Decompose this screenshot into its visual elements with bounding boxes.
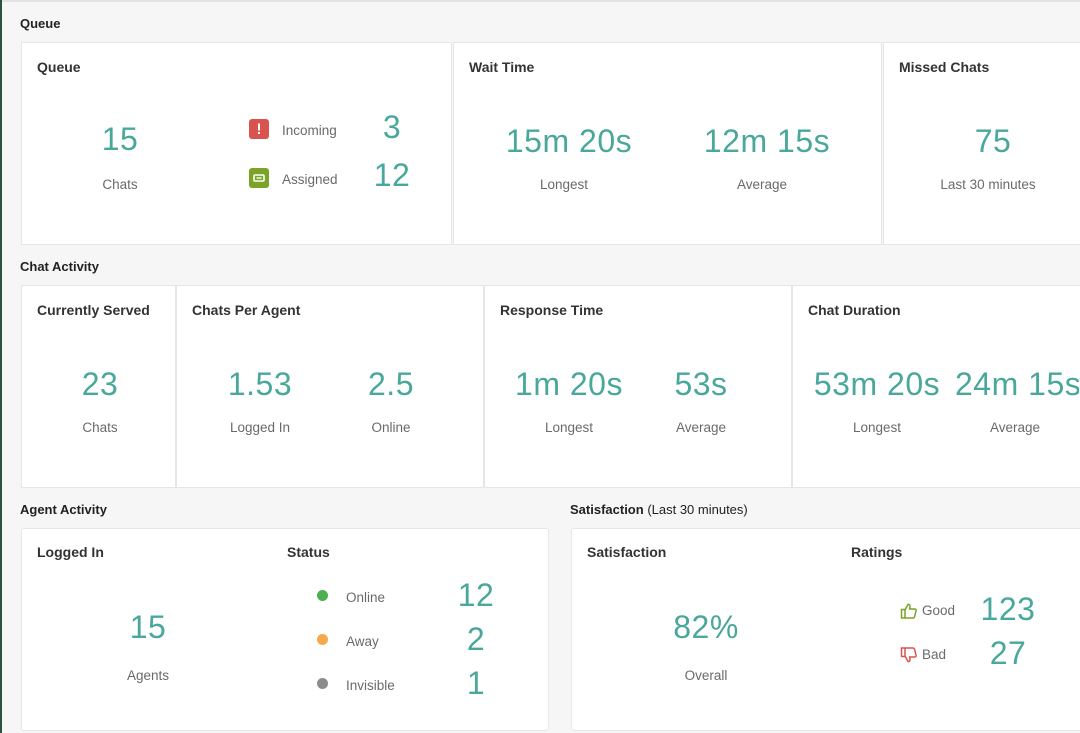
wait-longest-value: 15m 20s: [505, 123, 633, 159]
status-online-label: Online: [346, 590, 386, 605]
status-away-value: 2: [466, 621, 486, 657]
missed-chats-card-title: Missed Chats: [899, 59, 990, 75]
satisfaction-overall-label: Overall: [684, 668, 728, 683]
wait-time-card-title: Wait Time: [469, 59, 535, 75]
duration-average-label: Average: [989, 420, 1041, 435]
response-longest-label: Longest: [544, 420, 594, 435]
missed-chats-label: Last 30 minutes: [940, 177, 1036, 192]
logged-in-agents-label: Agents: [126, 668, 170, 683]
agent-activity-card: Logged In 15 Agents Status Online 12 Awa…: [21, 528, 549, 731]
chats-per-agent-logged-in-value: 1.53: [227, 366, 293, 402]
chats-per-agent-online-label: Online: [371, 420, 411, 435]
rating-bad-label: Bad: [922, 647, 947, 662]
assigned-value: 12: [373, 157, 411, 193]
chats-per-agent-online-value: 2.5: [368, 366, 414, 402]
thumbs-down-icon: [900, 646, 918, 669]
currently-served-title: Currently Served: [37, 302, 150, 318]
chats-per-agent-card: Chats Per Agent 1.53 Logged In 2.5 Onlin…: [176, 285, 484, 488]
response-average-label: Average: [675, 420, 727, 435]
ratings-title: Ratings: [851, 544, 903, 560]
queue-chats-label: Chats: [102, 177, 138, 192]
rating-good-label: Good: [922, 603, 956, 618]
satisfaction-card-title: Satisfaction: [587, 544, 667, 560]
rating-bad-value: 27: [989, 635, 1027, 671]
wait-average-value: 12m 15s: [703, 123, 831, 159]
satisfaction-section-title-suffix: (Last 30 minutes): [647, 502, 748, 517]
thumbs-up-icon: [900, 602, 918, 625]
chat-duration-card: Chat Duration 53m 20s Longest 24m 15s Av…: [792, 285, 1080, 488]
response-longest-value: 1m 20s: [515, 366, 623, 402]
status-invisible-value: 1: [466, 665, 486, 701]
chat-activity-section-title: Chat Activity: [20, 259, 99, 274]
wait-average-label: Average: [736, 177, 788, 192]
queue-card-title: Queue: [37, 59, 81, 75]
top-border: [2, 0, 1080, 2]
queue-section-title: Queue: [20, 16, 61, 31]
satisfaction-section-title: Satisfaction (Last 30 minutes): [570, 502, 748, 517]
status-away-label: Away: [346, 634, 379, 649]
response-time-title: Response Time: [500, 302, 604, 318]
missed-chats-value: 75: [974, 123, 1012, 159]
status-online-value: 12: [457, 577, 495, 613]
assigned-label: Assigned: [282, 172, 338, 187]
queue-card: Queue 15 Chats Incoming 3 Assigned 12: [21, 42, 452, 245]
response-time-card: Response Time 1m 20s Longest 53s Average: [484, 285, 792, 488]
wait-longest-label: Longest: [539, 177, 589, 192]
incoming-value: 3: [382, 109, 402, 145]
online-status-dot-icon: [317, 590, 328, 601]
status-invisible-label: Invisible: [346, 678, 395, 693]
satisfaction-card: Satisfaction 82% Overall Ratings Good 12…: [571, 528, 1080, 731]
currently-served-card: Currently Served 23 Chats: [21, 285, 176, 488]
alert-icon: [249, 119, 269, 139]
satisfaction-overall-value: 82%: [673, 609, 739, 645]
incoming-label: Incoming: [282, 123, 337, 138]
logged-in-agents-value: 15: [129, 609, 167, 645]
duration-average-value: 24m 15s: [955, 366, 1079, 402]
chats-per-agent-title: Chats Per Agent: [192, 302, 301, 318]
agent-activity-section-title: Agent Activity: [20, 502, 107, 517]
logged-in-title: Logged In: [37, 544, 104, 560]
rating-good-value: 123: [980, 591, 1036, 627]
status-title: Status: [287, 544, 330, 560]
currently-served-value: 23: [81, 366, 119, 402]
queue-chats-value: 15: [101, 121, 139, 157]
duration-longest-label: Longest: [852, 420, 902, 435]
chat-bubble-icon: [249, 168, 269, 188]
missed-chats-card: Missed Chats 75 Last 30 minutes: [883, 42, 1080, 245]
away-status-dot-icon: [317, 634, 328, 645]
invisible-status-dot-icon: [317, 678, 328, 689]
duration-longest-value: 53m 20s: [813, 366, 941, 402]
currently-served-label: Chats: [82, 420, 118, 435]
satisfaction-section-title-text: Satisfaction: [570, 502, 644, 517]
chats-per-agent-logged-in-label: Logged In: [229, 420, 291, 435]
wait-time-card: Wait Time 15m 20s Longest 12m 15s Averag…: [453, 42, 882, 245]
response-average-value: 53s: [674, 366, 728, 402]
chat-duration-title: Chat Duration: [808, 302, 901, 318]
